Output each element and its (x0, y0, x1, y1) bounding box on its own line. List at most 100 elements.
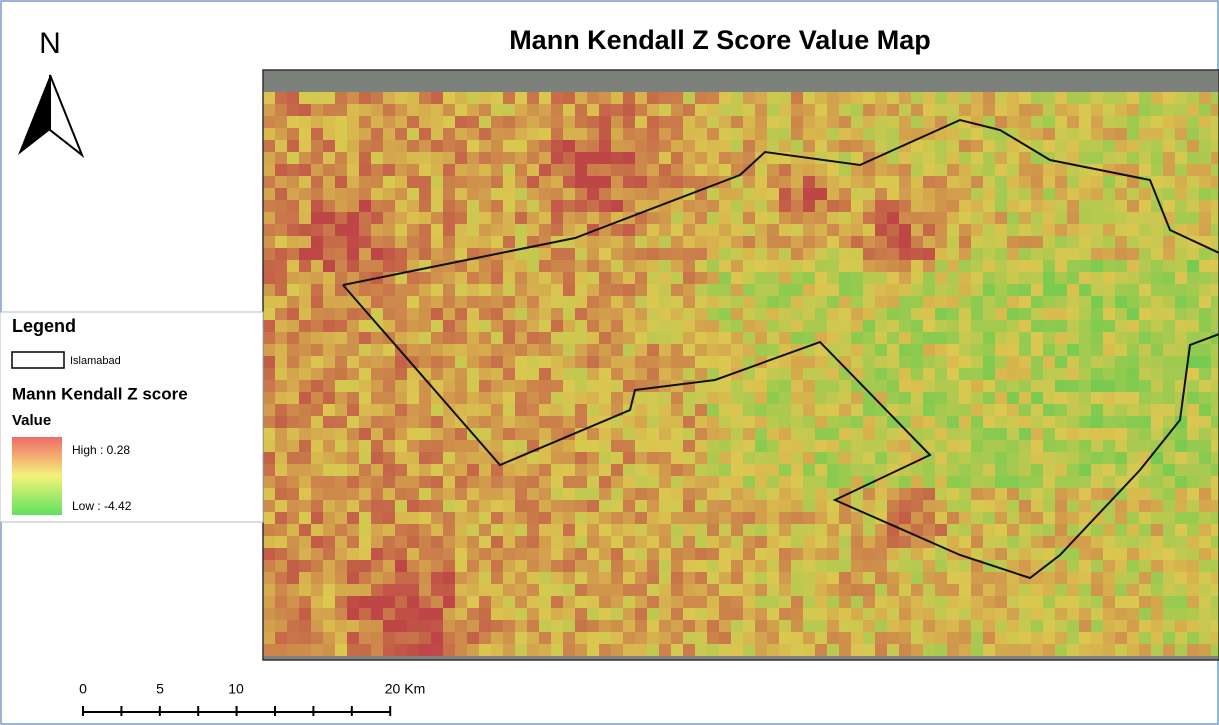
raster-cell (755, 164, 767, 176)
raster-cell (695, 404, 707, 416)
raster-cell (875, 608, 887, 620)
raster-cell (791, 392, 803, 404)
raster-cell (695, 296, 707, 308)
raster-cell (743, 620, 755, 632)
raster-cell (611, 632, 623, 644)
raster-cell (827, 356, 839, 368)
raster-cell (563, 104, 575, 116)
raster-cell (815, 464, 827, 476)
raster-cell (695, 452, 707, 464)
raster-cell (1007, 272, 1019, 284)
raster-cell (995, 428, 1007, 440)
raster-cell (635, 512, 647, 524)
raster-cell (875, 560, 887, 572)
raster-cell (623, 524, 635, 536)
raster-cell (1079, 452, 1091, 464)
raster-cell (1211, 572, 1219, 584)
raster-cell (1091, 440, 1103, 452)
raster-cell (1091, 92, 1103, 104)
raster-cell (743, 104, 755, 116)
raster-cell (311, 200, 323, 212)
raster-cell (419, 188, 431, 200)
raster-cell (1211, 332, 1219, 344)
raster-cell (311, 92, 323, 104)
raster-cell (323, 416, 335, 428)
raster-cell (1187, 500, 1199, 512)
raster-cell (323, 644, 335, 656)
raster-cell (587, 512, 599, 524)
raster-cell (779, 404, 791, 416)
raster-cell (275, 416, 287, 428)
raster-cell (599, 152, 611, 164)
raster-cell (923, 92, 935, 104)
raster-cell (359, 188, 371, 200)
raster-cell (503, 488, 515, 500)
raster-cell (815, 236, 827, 248)
raster-cell (383, 464, 395, 476)
raster-cell (419, 524, 431, 536)
raster-cell (539, 452, 551, 464)
raster-cell (431, 536, 443, 548)
raster-cell (443, 524, 455, 536)
raster-cell (983, 476, 995, 488)
raster-cell (587, 596, 599, 608)
raster-cell (323, 140, 335, 152)
raster-cell (575, 140, 587, 152)
raster-cell (815, 524, 827, 536)
raster-cell (1091, 212, 1103, 224)
raster-cell (311, 452, 323, 464)
raster-cell (1163, 476, 1175, 488)
raster-cell (551, 368, 563, 380)
raster-cell (983, 212, 995, 224)
raster-cell (659, 152, 671, 164)
raster-cell (887, 488, 899, 500)
raster-cell (455, 428, 467, 440)
raster-cell (467, 560, 479, 572)
raster-cell (659, 464, 671, 476)
raster-cell (1199, 428, 1211, 440)
raster-cell (311, 428, 323, 440)
raster-cell (923, 368, 935, 380)
raster-cell (1067, 284, 1079, 296)
raster-cell (563, 512, 575, 524)
raster-cell (491, 380, 503, 392)
raster-cell (335, 620, 347, 632)
raster-cell (1211, 128, 1219, 140)
raster-cell (899, 644, 911, 656)
raster-cell (599, 428, 611, 440)
raster-cell (1115, 620, 1127, 632)
raster-cell (947, 368, 959, 380)
raster-cell (815, 416, 827, 428)
raster-cell (1055, 488, 1067, 500)
raster-cell (911, 476, 923, 488)
raster-cell (863, 308, 875, 320)
raster-cell (299, 620, 311, 632)
raster-cell (983, 284, 995, 296)
raster-cell (395, 380, 407, 392)
raster-cell (959, 644, 971, 656)
raster-cell (779, 320, 791, 332)
raster-cell (551, 464, 563, 476)
raster-cell (851, 524, 863, 536)
raster-cell (263, 548, 275, 560)
raster-cell (1055, 572, 1067, 584)
raster-cell (1055, 248, 1067, 260)
raster-cell (1067, 176, 1079, 188)
raster-cell (347, 560, 359, 572)
raster-cell (1175, 488, 1187, 500)
raster-cell (503, 620, 515, 632)
raster-cell (827, 200, 839, 212)
raster-cell (1211, 596, 1219, 608)
raster-cell (1115, 128, 1127, 140)
raster-cell (383, 608, 395, 620)
raster-cell (635, 464, 647, 476)
raster-cell (671, 224, 683, 236)
raster-cell (815, 308, 827, 320)
raster-cell (635, 284, 647, 296)
raster-cell (743, 596, 755, 608)
raster-cell (431, 164, 443, 176)
raster-cell (659, 548, 671, 560)
raster-cell (851, 152, 863, 164)
raster-cell (347, 152, 359, 164)
